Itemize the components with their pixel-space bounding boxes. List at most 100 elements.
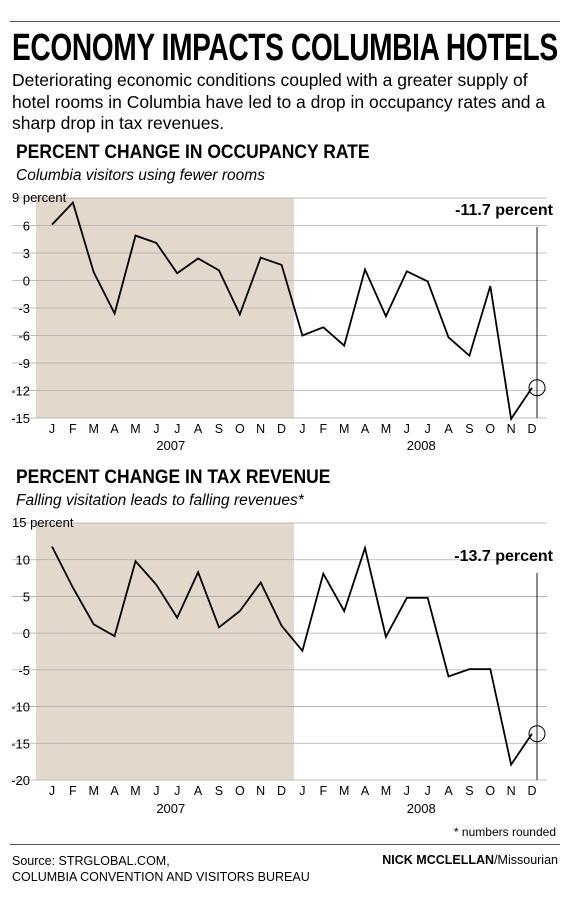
- occupancy-x-tick-label: A: [110, 422, 119, 436]
- tax-x-tick-label: D: [527, 784, 536, 798]
- occupancy-callout-circle: [528, 379, 546, 397]
- tax-x-tick-label: A: [110, 784, 119, 798]
- occupancy-x-tick-label: F: [319, 422, 327, 436]
- occupancy-x-tick-label: D: [277, 422, 286, 436]
- tax-x-tick-label: J: [404, 784, 410, 798]
- source-line-2: COLUMBIA CONVENTION AND VISITORS BUREAU: [12, 870, 310, 884]
- tax-x-tick-label: S: [465, 784, 473, 798]
- occupancy-x-tick-label: A: [444, 422, 453, 436]
- tax-x-tick-label: J: [153, 784, 159, 798]
- tax-x-tick-label: A: [194, 784, 203, 798]
- occupancy-y-tick-label: 9 percent: [12, 190, 67, 205]
- occupancy-y-tick-label: -15: [11, 411, 30, 426]
- tax-data-point: [385, 636, 387, 638]
- occupancy-data-point: [281, 264, 283, 266]
- occupancy-data-point: [406, 270, 408, 272]
- tax-x-tick-label: M: [381, 784, 391, 798]
- occupancy-x-tick-label: S: [215, 422, 223, 436]
- tax-x-tick-label: O: [235, 784, 245, 798]
- occupancy-x-tick-label: M: [89, 422, 99, 436]
- occupancy-data-point: [218, 269, 220, 271]
- tax-y-tick-label: 0: [23, 626, 30, 641]
- occupancy-data-point: [176, 272, 178, 274]
- occupancy-y-tick-label: -12: [11, 384, 30, 399]
- tax-data-point: [427, 597, 429, 599]
- occupancy-x-tick-label: O: [485, 422, 495, 436]
- occupancy-x-tick-label: N: [256, 422, 265, 436]
- occupancy-y-tick-label: 3: [23, 246, 30, 261]
- tax-data-point: [93, 623, 95, 625]
- occupancy-data-point: [114, 313, 116, 315]
- tax-y-tick-label: -5: [18, 663, 30, 678]
- occupancy-data-point: [301, 335, 303, 337]
- occupancy-y-tick-label: 6: [23, 219, 30, 234]
- tax-x-tick-label: N: [256, 784, 265, 798]
- occupancy-x-tick-label: J: [299, 422, 305, 436]
- tax-data-point: [72, 587, 74, 589]
- occupancy-data-point: [93, 271, 95, 273]
- occupancy-data-point: [364, 269, 366, 271]
- occupancy-data-point: [489, 285, 491, 287]
- byline-name: NICK MCCLELLAN: [382, 853, 495, 867]
- occupancy-data-point: [385, 315, 387, 317]
- tax-y-tick-label: 15 percent: [12, 515, 74, 530]
- occupancy-x-tick-label: N: [507, 422, 516, 436]
- tax-data-point: [260, 581, 262, 583]
- tax-x-tick-label: F: [69, 784, 77, 798]
- occupancy-chart-subtitle: Columbia visitors using fewer rooms: [16, 167, 265, 184]
- tax-data-point: [343, 610, 345, 612]
- tax-y-tick-label: -20: [11, 773, 30, 788]
- headline: ECONOMY IMPACTS COLUMBIA HOTELS: [12, 27, 558, 69]
- tax-x-tick-label: N: [507, 784, 516, 798]
- occupancy-x-tick-label: J: [174, 422, 180, 436]
- tax-data-point: [406, 597, 408, 599]
- tax-x-tick-label: J: [49, 784, 55, 798]
- occupancy-x-tick-label: A: [361, 422, 370, 436]
- occupancy-y-tick-label: 0: [23, 274, 30, 289]
- occupancy-data-point: [51, 224, 53, 226]
- tax-y-tick-label: 10: [16, 553, 30, 568]
- tax-data-point: [301, 650, 303, 652]
- occupancy-x-tick-label: D: [527, 422, 536, 436]
- tax-data-point: [448, 675, 450, 677]
- occupancy-data-point: [427, 280, 429, 282]
- occupancy-x-tick-label: J: [404, 422, 410, 436]
- occupancy-data-point: [239, 313, 241, 315]
- tax-x-tick-label: J: [425, 784, 431, 798]
- occupancy-y-tick-label: -6: [18, 329, 30, 344]
- occupancy-x-tick-label: M: [339, 422, 349, 436]
- tax-year-label: 2008: [407, 801, 436, 816]
- occupancy-data-point: [72, 202, 74, 204]
- tax-callout-circle: [528, 725, 546, 743]
- occupancy-x-tick-label: O: [235, 422, 245, 436]
- bottom-rule: [10, 844, 560, 845]
- tax-data-point: [531, 733, 533, 735]
- occupancy-data-point: [510, 418, 512, 420]
- footnote: * numbers rounded: [453, 825, 556, 839]
- tax-data-point: [468, 668, 470, 670]
- occupancy-data-point: [197, 258, 199, 260]
- tax-data-point: [51, 545, 53, 547]
- occupancy-x-tick-label: M: [130, 422, 140, 436]
- tax-x-tick-label: M: [130, 784, 140, 798]
- tax-x-tick-label: F: [319, 784, 327, 798]
- tax-y-tick-label: 5: [23, 589, 30, 604]
- tax-data-point: [281, 625, 283, 627]
- top-rule: [10, 21, 560, 22]
- occupancy-data-point: [468, 355, 470, 357]
- tax-year-label: 2007: [156, 801, 185, 816]
- source-line-1: Source: STRGLOBAL.COM,: [12, 854, 170, 868]
- occupancy-data-point: [322, 326, 324, 328]
- byline: NICK MCCLELLAN/Missourian: [382, 853, 558, 867]
- tax-data-point: [155, 584, 157, 586]
- occupancy-data-point: [155, 242, 157, 244]
- tax-data-point: [134, 560, 136, 562]
- occupancy-x-tick-label: S: [465, 422, 473, 436]
- tax-data-point: [364, 547, 366, 549]
- occupancy-x-tick-label: F: [69, 422, 77, 436]
- occupancy-year-label: 2007: [156, 438, 185, 453]
- tax-x-tick-label: M: [89, 784, 99, 798]
- occupancy-x-tick-label: J: [425, 422, 431, 436]
- tax-chart-subtitle: Falling visitation leads to falling reve…: [16, 492, 304, 509]
